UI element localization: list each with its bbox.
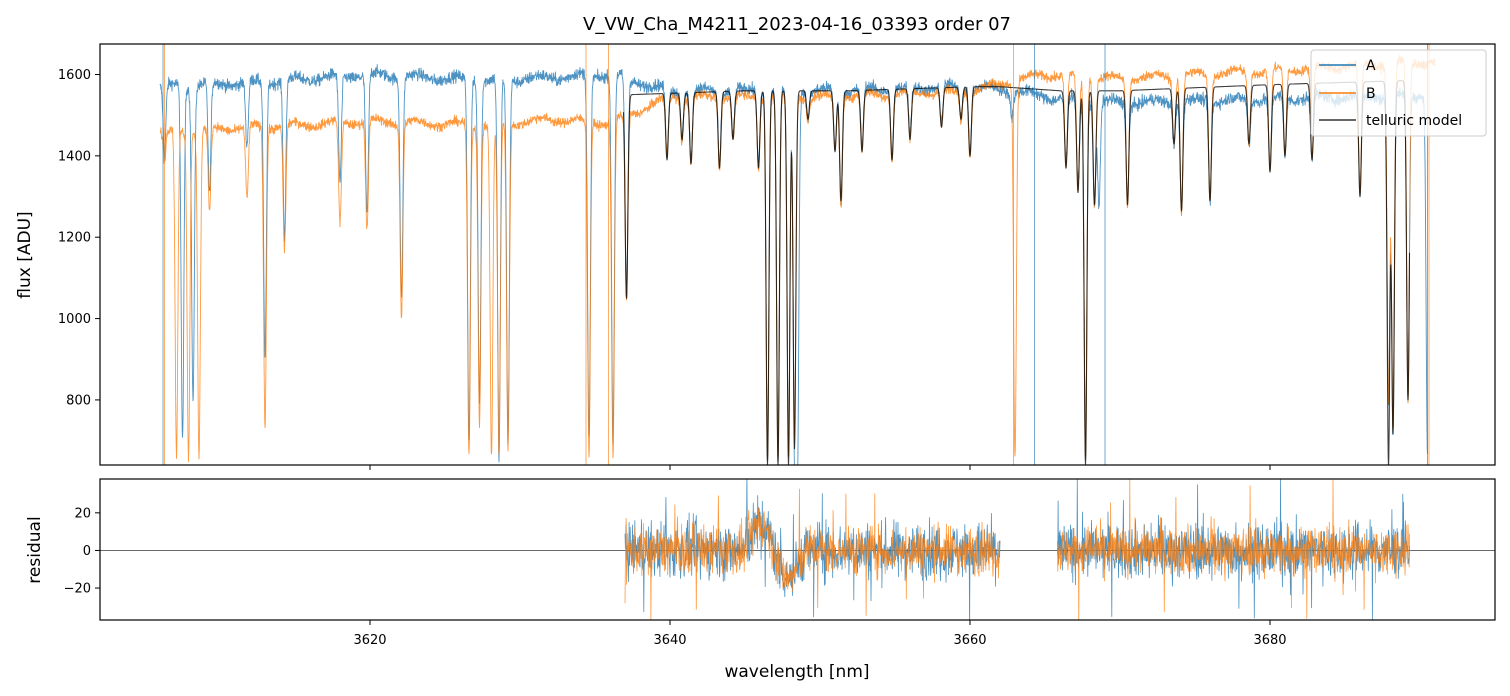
flux-x-ticks	[369, 465, 1271, 470]
residual-y-axis-label: residual	[25, 516, 45, 583]
legend-label-a: A	[1366, 58, 1376, 74]
legend-label-b: B	[1366, 86, 1376, 102]
flux-series-group	[159, 44, 1436, 465]
y-tick-label: −20	[64, 582, 91, 597]
residual-x-ticks: 3620 3640 3660 3680	[353, 620, 1287, 648]
residual-panel: −20 0 20 3620 3640 3660 3680 residual wavelen…	[25, 478, 1496, 682]
flux-y-axis-label: flux [ADU]	[15, 211, 35, 298]
x-tick-label: 3620	[353, 633, 386, 648]
y-tick-label: 1000	[58, 312, 91, 327]
flux-y-ticks: 800 1000 1200 1400 1600	[58, 68, 100, 408]
y-tick-label: 1200	[58, 231, 91, 246]
y-tick-label: 800	[66, 393, 91, 408]
legend-box	[1310, 49, 1487, 137]
y-tick-label: 0	[83, 544, 91, 559]
flux-panel: 800 1000 1200 1400 1600 flux [ADU] A B tellu…	[15, 43, 1496, 470]
legend-label-telluric: telluric model	[1366, 113, 1462, 129]
series-line-telluric-model	[622, 80, 1411, 465]
y-tick-label: 1600	[58, 68, 91, 83]
x-tick-label: 3660	[953, 633, 986, 648]
residual-y-ticks: −20 0 20	[64, 506, 100, 597]
x-tick-label: 3640	[653, 633, 686, 648]
y-tick-label: 1400	[58, 149, 91, 164]
legend: A B telluric model	[1310, 49, 1487, 137]
y-tick-label: 20	[74, 506, 91, 521]
residual-axes-frame	[99, 478, 1496, 621]
flux-axes-frame	[99, 43, 1496, 466]
x-tick-label: 3680	[1253, 633, 1286, 648]
x-axis-label: wavelength [nm]	[724, 662, 869, 682]
chart-title: V_VW_Cha_M4211_2023-04-16_03393 order 07	[583, 14, 1011, 35]
residual-line-b	[624, 479, 1410, 620]
residual-series-group	[100, 479, 1495, 620]
